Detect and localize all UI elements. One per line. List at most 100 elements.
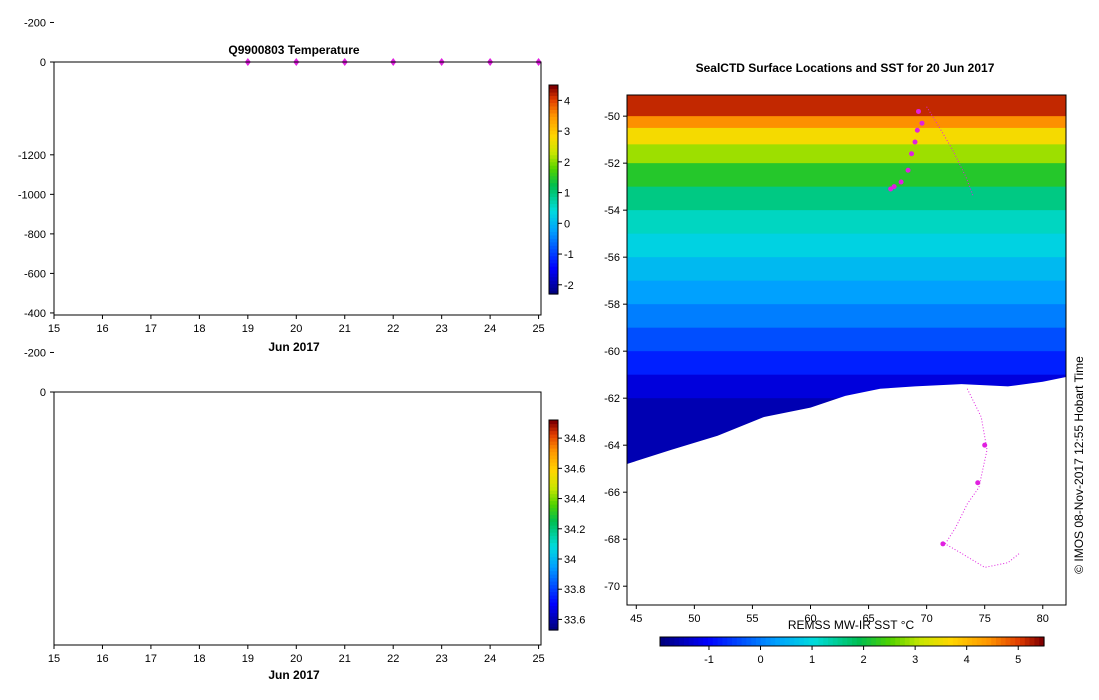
colorbar-segment xyxy=(549,472,558,477)
colorbar-segment xyxy=(549,427,558,432)
colorbar-segment xyxy=(549,280,558,285)
colorbar-segment xyxy=(549,119,558,124)
colorbar-segment xyxy=(549,521,558,526)
colorbar-frame xyxy=(548,84,559,295)
lon-tick-label: 75 xyxy=(979,613,991,625)
sst-colorbar-segment xyxy=(770,637,776,646)
colorbar-tick-label: -2 xyxy=(564,280,574,292)
colorbar-segment xyxy=(549,238,558,243)
y-tick-label: -800 xyxy=(24,229,46,241)
sst-map-frame xyxy=(626,94,1067,606)
colorbar-segment xyxy=(549,241,558,246)
colorbar-segment xyxy=(549,535,558,540)
colorbar-segment xyxy=(549,423,558,428)
sst-colorbar-segment xyxy=(669,637,675,646)
sst-colorbar-segment xyxy=(981,637,987,646)
sst-colorbar-segment xyxy=(794,637,800,646)
y-tick-label: -1000 xyxy=(18,189,46,201)
colorbar-segment xyxy=(549,479,558,484)
sst-colorbar-segment xyxy=(952,637,959,646)
sst-colorbar-segment xyxy=(693,637,699,646)
colorbar-segment xyxy=(549,609,558,614)
colorbar-segment xyxy=(549,210,558,215)
colorbar-segment xyxy=(549,116,558,121)
sst-colorbar-segment xyxy=(890,637,896,646)
sst-colorbar-segment xyxy=(1000,637,1007,646)
temperature-chart-title: Q9900803 Temperature xyxy=(228,43,360,57)
colorbar-segment xyxy=(549,626,558,631)
x-tick-label: 18 xyxy=(193,653,205,665)
colorbar-tick-label: 3 xyxy=(564,126,570,138)
colorbar-tick-label: 33.8 xyxy=(564,584,585,596)
lon-tick-label: 80 xyxy=(1037,613,1049,625)
sst-colorbar-segment xyxy=(866,637,872,646)
colorbar-segment xyxy=(549,248,558,253)
colorbar-segment xyxy=(549,581,558,586)
sst-colorbar-segment xyxy=(674,637,680,646)
sst-colorbar-segment xyxy=(885,637,891,646)
sst-map-chart: SealCTD Surface Locations and SST for 20… xyxy=(604,61,1067,666)
lon-tick-label: 50 xyxy=(688,613,700,625)
temperature-y-axis: 0-200-400-600-800-1000-1200 xyxy=(24,17,54,69)
sst-colorbar-segment xyxy=(1015,637,1021,646)
x-tick-label: 23 xyxy=(436,323,448,335)
sst-band xyxy=(627,327,1066,352)
colorbar-segment xyxy=(549,262,558,267)
colorbar-segment xyxy=(549,591,558,596)
sst-colorbar-segment xyxy=(828,637,834,646)
sst-colorbar-segment xyxy=(837,637,843,646)
sst-colorbar-segment xyxy=(919,637,925,646)
sst-colorbar-segment xyxy=(856,637,863,646)
y-tick-label: 0 xyxy=(40,387,46,399)
colorbar-segment xyxy=(549,95,558,100)
salinity-y-axis: 0 -200 -400 -600 -800 -1000 -1200 xyxy=(18,150,54,399)
lat-tick-label: -70 xyxy=(604,581,620,593)
colorbar-segment xyxy=(549,91,558,97)
sst-colorbar-segment xyxy=(756,637,762,646)
sst-colorbar-segment xyxy=(914,637,920,646)
temperature-plot-frame xyxy=(53,61,542,316)
colorbar-segment xyxy=(549,287,558,292)
colorbar-segment xyxy=(549,245,558,250)
colorbar-segment xyxy=(549,269,558,274)
colorbar-segment xyxy=(549,420,558,425)
colorbar-frame xyxy=(548,419,559,631)
colorbar-segment xyxy=(549,525,558,530)
sst-colorbar-segment xyxy=(895,637,901,646)
colorbar-tick-label: 34.8 xyxy=(564,433,585,445)
seal-surface-location xyxy=(905,167,911,173)
sst-band xyxy=(627,95,1066,117)
colorbar-segment xyxy=(549,490,558,495)
colorbar-segment xyxy=(549,192,558,198)
sst-colorbar-segment xyxy=(688,637,695,646)
colorbar-segment xyxy=(549,112,558,117)
salinity-x-axis: 15 16 17 18 19 20 21 22 23 24 25 xyxy=(48,645,545,665)
temperature-x-axis-label: Jun 2017 xyxy=(268,340,320,354)
x-tick-label: 22 xyxy=(387,323,399,335)
colorbar-tick-label: -1 xyxy=(564,249,574,261)
colorbar-segment xyxy=(549,102,558,107)
sst-colorbar-segment xyxy=(938,637,944,646)
sst-colorbar-segment xyxy=(804,637,810,646)
sst-colorbar-segment xyxy=(852,637,858,646)
seal-surface-location xyxy=(888,186,894,192)
colorbar-segment xyxy=(549,455,558,460)
y-tick-label: -400 xyxy=(24,308,46,320)
colorbar-tick-label: 4 xyxy=(564,95,570,107)
colorbar-tick-label: 1 xyxy=(564,188,570,200)
sst-colorbar-segment xyxy=(799,637,805,646)
sst-colorbar-segment xyxy=(832,637,839,646)
colorbar-segment xyxy=(549,196,558,201)
sst-colorbar-segment xyxy=(660,637,666,646)
sst-colorbar-segment xyxy=(736,637,743,646)
seal-surface-location xyxy=(919,120,925,126)
sst-colorbar-segment xyxy=(698,637,704,646)
colorbar-segment xyxy=(549,584,558,589)
sst-band xyxy=(627,257,1066,282)
sst-colorbar-segment xyxy=(808,637,815,646)
colorbar-segment xyxy=(549,469,558,474)
sst-colorbar-segment xyxy=(708,637,714,646)
colorbar-segment xyxy=(549,546,558,551)
map-latitude-axis: -50 -52 -54 -56 -58 -60 -62 -64 -66 -68 -70 xyxy=(604,111,627,593)
colorbar-segment xyxy=(549,483,558,488)
